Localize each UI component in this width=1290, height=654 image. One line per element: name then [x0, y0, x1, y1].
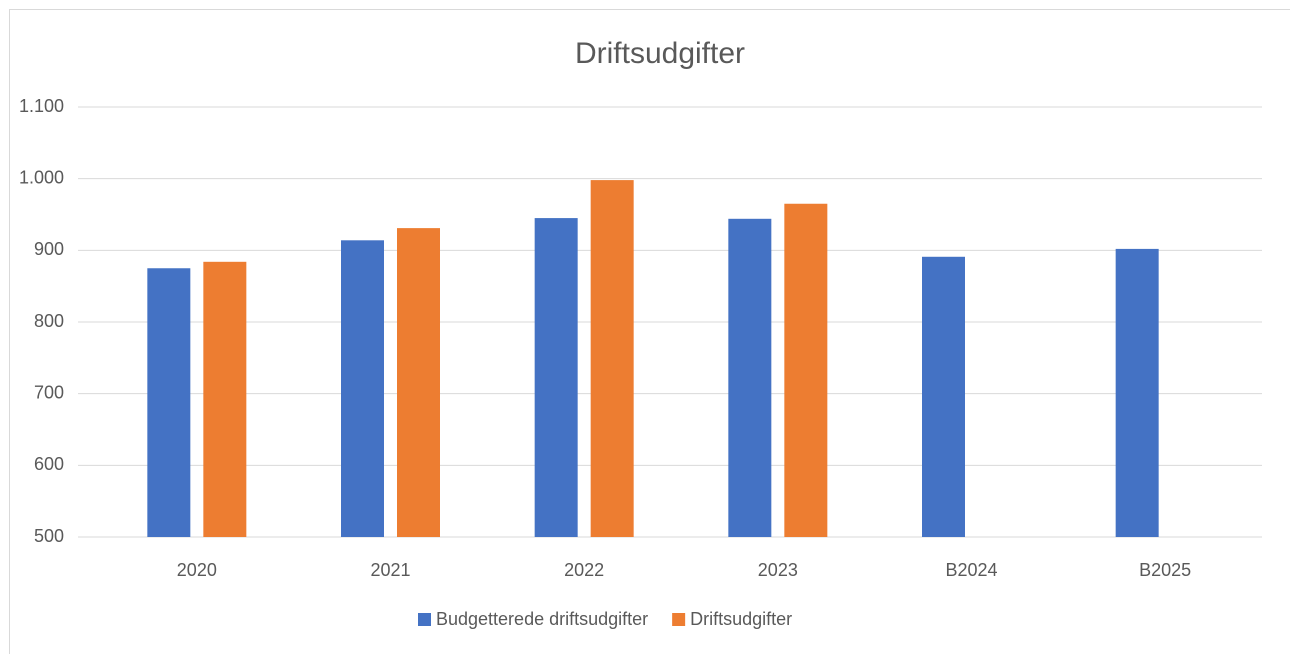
bar: [728, 218, 772, 538]
x-tick-label: 2023: [758, 560, 798, 580]
y-tick-label: 800: [34, 311, 64, 331]
legend-label: Driftsudgifter: [690, 609, 792, 629]
bar: [341, 240, 384, 538]
bar: [1115, 248, 1159, 537]
legend-swatch: [672, 613, 686, 626]
bar: [203, 261, 247, 537]
legend-swatch: [418, 613, 431, 626]
y-tick-label: 900: [34, 239, 64, 259]
bar: [784, 203, 828, 537]
bar: [922, 256, 965, 537]
y-tick-label: 1.100: [19, 96, 64, 116]
bar: [534, 218, 578, 538]
y-tick-label: 1.000: [19, 167, 64, 187]
bar: [147, 268, 191, 537]
y-tick-label: 700: [34, 382, 64, 402]
bar: [397, 228, 440, 537]
x-tick-label: 2020: [177, 560, 217, 580]
legend-label: Budgetterede driftsudgifter: [436, 609, 648, 629]
chart-border: [9, 9, 1290, 654]
y-tick-label: 600: [34, 454, 64, 474]
x-tick-label: 2021: [370, 560, 410, 580]
bar: [590, 180, 634, 537]
x-tick-label: B2025: [1139, 560, 1191, 580]
x-tick-label: 2022: [564, 560, 604, 580]
y-tick-label: 500: [34, 526, 64, 546]
x-tick-label: B2024: [945, 560, 997, 580]
chart-title: Driftsudgifter: [575, 37, 745, 70]
